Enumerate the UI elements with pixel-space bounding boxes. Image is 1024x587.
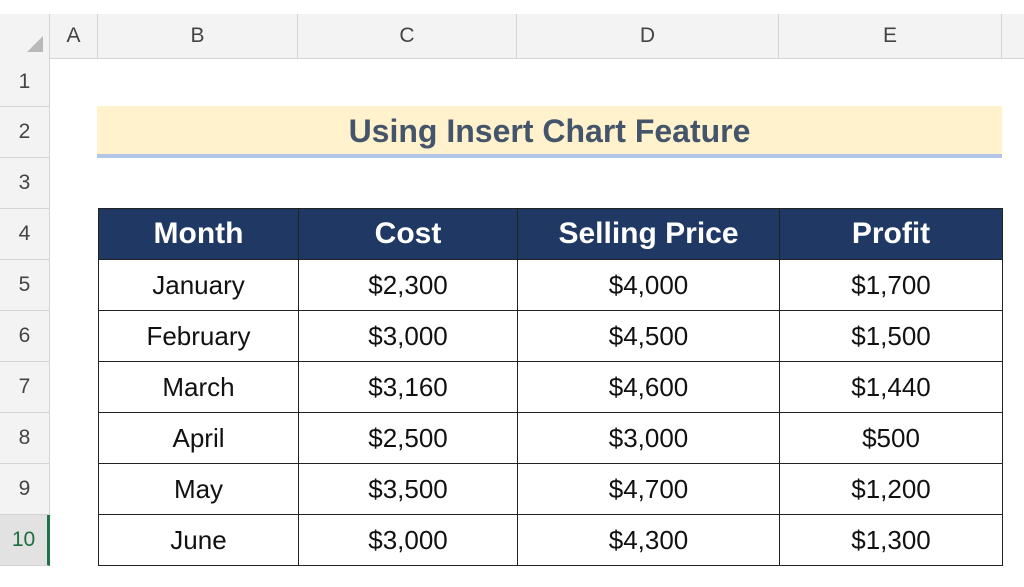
sheet-title[interactable]: Using Insert Chart Feature [97, 106, 1002, 158]
table-row: April $2,500 $3,000 $500 [98, 412, 1003, 464]
cell-selling-price[interactable]: $4,500 [517, 310, 780, 362]
table-row: May $3,500 $4,700 $1,200 [98, 463, 1003, 515]
cell-profit[interactable]: $500 [779, 412, 1003, 464]
row-header-4[interactable]: 4 [0, 209, 50, 260]
row-header-9[interactable]: 9 [0, 464, 50, 515]
cell-cost[interactable]: $3,500 [298, 463, 518, 515]
column-header-c[interactable]: C [298, 14, 517, 58]
table-row: June $3,000 $4,300 $1,300 [98, 514, 1003, 566]
column-header-a[interactable]: A [50, 14, 98, 58]
row-header-1[interactable]: 1 [0, 58, 50, 107]
cell-selling-price[interactable]: $4,600 [517, 361, 780, 413]
row-header-3[interactable]: 3 [0, 158, 50, 209]
header-month[interactable]: Month [98, 208, 299, 260]
row-header-10[interactable]: 10 [0, 515, 50, 566]
cell-profit[interactable]: $1,700 [779, 259, 1003, 311]
cell-profit[interactable]: $1,300 [779, 514, 1003, 566]
table-row: March $3,160 $4,600 $1,440 [98, 361, 1003, 413]
column-header-e[interactable]: E [779, 14, 1002, 58]
cell-selling-price[interactable]: $4,000 [517, 259, 780, 311]
cell-cost[interactable]: $2,500 [298, 412, 518, 464]
cell-cost[interactable]: $2,300 [298, 259, 518, 311]
row-header-6[interactable]: 6 [0, 311, 50, 362]
column-header-b[interactable]: B [98, 14, 298, 58]
cell-month[interactable]: April [98, 412, 299, 464]
table-row: January $2,300 $4,000 $1,700 [98, 259, 1003, 311]
data-table: Month Cost Selling Price Profit January … [98, 208, 1003, 566]
cell-profit[interactable]: $1,200 [779, 463, 1003, 515]
cell-selling-price[interactable]: $3,000 [517, 412, 780, 464]
column-header-d[interactable]: D [517, 14, 779, 58]
table-header-row: Month Cost Selling Price Profit [98, 208, 1003, 260]
cell-selling-price[interactable]: $4,700 [517, 463, 780, 515]
header-cost[interactable]: Cost [298, 208, 518, 260]
select-all-triangle-icon [27, 36, 43, 52]
cell-selling-price[interactable]: $4,300 [517, 514, 780, 566]
cell-month[interactable]: May [98, 463, 299, 515]
cell-profit[interactable]: $1,440 [779, 361, 1003, 413]
cell-month[interactable]: March [98, 361, 299, 413]
cell-cost[interactable]: $3,160 [298, 361, 518, 413]
cell-month[interactable]: June [98, 514, 299, 566]
cell-cost[interactable]: $3,000 [298, 514, 518, 566]
header-selling-price[interactable]: Selling Price [517, 208, 780, 260]
top-strip [0, 0, 1024, 14]
select-all-corner[interactable] [0, 14, 50, 58]
cell-profit[interactable]: $1,500 [779, 310, 1003, 362]
row-header-8[interactable]: 8 [0, 413, 50, 464]
cell-month[interactable]: February [98, 310, 299, 362]
row-header-7[interactable]: 7 [0, 362, 50, 413]
table-row: February $3,000 $4,500 $1,500 [98, 310, 1003, 362]
row-header-5[interactable]: 5 [0, 260, 50, 311]
header-profit[interactable]: Profit [779, 208, 1003, 260]
cell-month[interactable]: January [98, 259, 299, 311]
row-header-2[interactable]: 2 [0, 107, 50, 158]
cell-cost[interactable]: $3,000 [298, 310, 518, 362]
